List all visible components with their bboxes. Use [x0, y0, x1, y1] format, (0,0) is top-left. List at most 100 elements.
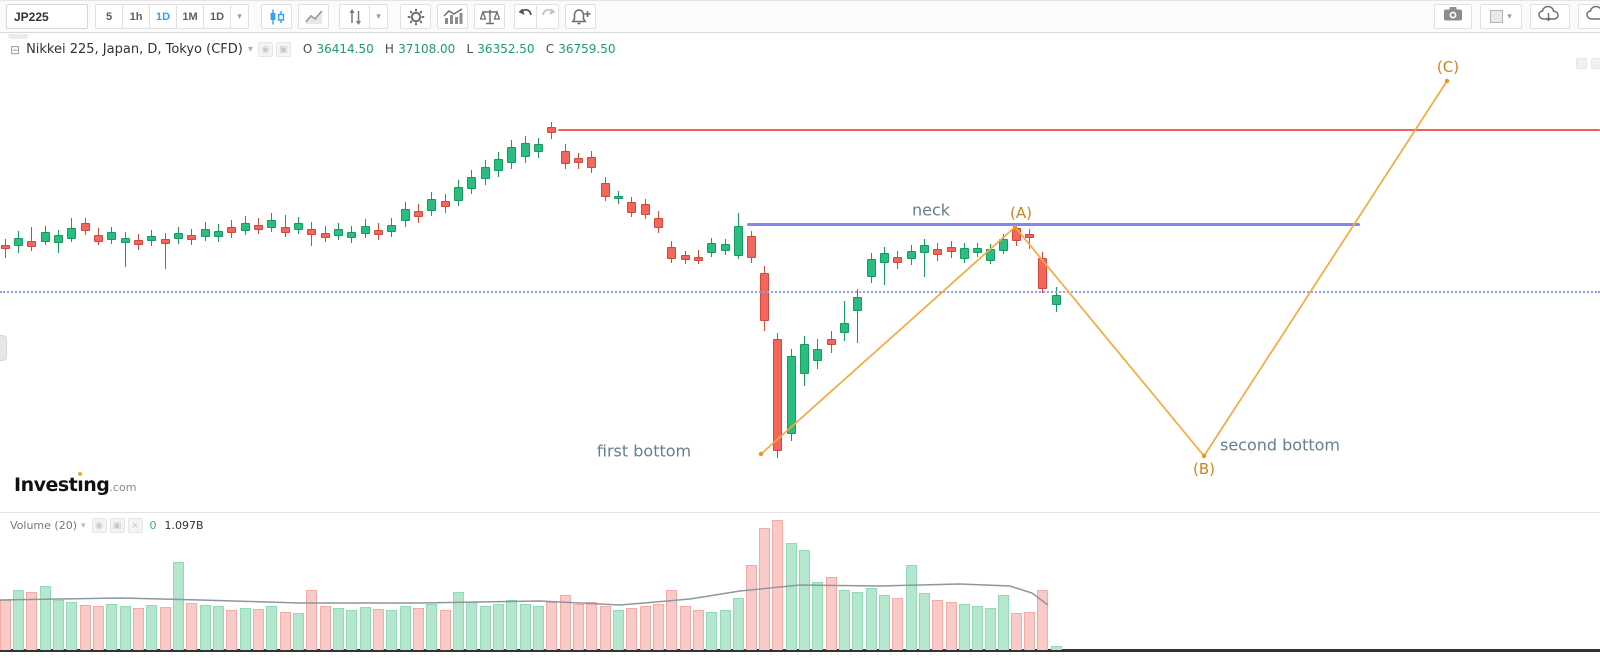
main-legend[interactable]: ⊟ Nikkei 225, Japan, D, Tokyo (CFD) ▾ ◉ …	[10, 42, 616, 57]
compare-button[interactable]	[474, 4, 505, 29]
annotation-c[interactable]: (C)	[1436, 58, 1460, 76]
close-label: C	[545, 42, 555, 56]
volume-bar	[265, 606, 277, 650]
screenshot-button[interactable]	[1434, 4, 1472, 29]
annotation-b[interactable]: (B)	[1193, 460, 1215, 478]
candle-body	[573, 158, 583, 163]
undo-button[interactable]	[514, 4, 537, 29]
interval-button-1h[interactable]: 1h	[122, 4, 150, 29]
candle-body	[640, 204, 650, 215]
candle-body	[0, 245, 10, 249]
interval-button-5m[interactable]: 5	[95, 4, 123, 29]
price-line-style-button[interactable]	[339, 4, 370, 29]
annotation-first-bottom[interactable]: first bottom	[596, 441, 692, 461]
volume-bar	[1050, 646, 1062, 650]
candle-body	[520, 143, 530, 157]
volume-bar	[745, 565, 757, 650]
candle-body	[120, 238, 130, 243]
redo-arrow-icon	[540, 7, 556, 26]
candle-body	[613, 196, 623, 199]
pane-close-icon[interactable]	[1591, 58, 1600, 69]
high-value: 37108.00	[398, 42, 456, 56]
indicators-button[interactable]	[437, 4, 468, 29]
symbol-search-input[interactable]: JP225	[6, 4, 88, 29]
logo-text: Investı ng	[14, 472, 110, 496]
volume-bar	[159, 607, 171, 650]
candle-body	[280, 227, 290, 233]
candle-body	[333, 229, 343, 236]
cloud-load-button[interactable]	[1578, 4, 1600, 29]
volume-bar	[692, 610, 704, 650]
interval-button-1d[interactable]: 1D	[149, 4, 177, 29]
layout-button[interactable]: ▾	[1480, 4, 1522, 29]
candle-body	[560, 151, 570, 164]
settings-button[interactable]	[400, 4, 431, 29]
volume-close-icon[interactable]: ×	[127, 518, 143, 533]
top-toolbar: JP225 5 1h 1D 1M 1D ▾	[0, 1, 1600, 33]
undo-arrow-icon	[518, 7, 534, 26]
candle-body	[53, 235, 63, 243]
volume-eye-icon[interactable]: ◉	[91, 518, 107, 533]
candle-body	[453, 187, 463, 201]
volume-bar	[399, 606, 411, 650]
candle-body	[693, 257, 703, 261]
volume-settings-icon[interactable]: ▣	[109, 518, 125, 533]
style-dropdown-caret[interactable]: ▾	[369, 4, 388, 29]
investing-logo: Investı ng.com	[14, 472, 137, 496]
candle-body	[586, 157, 596, 168]
line-chart-style-button[interactable]	[298, 4, 329, 29]
candle-body	[680, 255, 690, 260]
volume-bar	[345, 610, 357, 650]
candle-body	[653, 218, 663, 228]
pane-maximize-icon[interactable]	[1576, 58, 1587, 69]
chart-title[interactable]: Nikkei 225, Japan, D, Tokyo (CFD)	[26, 42, 243, 57]
candle-body	[400, 209, 410, 221]
legend-settings-icon[interactable]: ▣	[275, 42, 291, 57]
volume-bar	[639, 606, 651, 650]
candle-body	[493, 159, 503, 171]
annotation-a[interactable]: (A)	[1010, 204, 1032, 222]
indicators-icon	[442, 7, 463, 26]
candle-body	[93, 235, 103, 242]
volume-bar	[239, 608, 251, 650]
interval-dropdown-caret[interactable]: ▾	[230, 4, 249, 29]
logo-suffix: .com	[109, 481, 137, 494]
candle-body	[706, 243, 716, 253]
volume-bar	[532, 606, 544, 650]
redo-button[interactable]	[536, 4, 559, 29]
annotation-neck[interactable]: neck	[911, 200, 951, 220]
legend-collapse-icon[interactable]: ⊟	[10, 42, 21, 57]
candle-body	[466, 177, 476, 189]
annotation-second-bottom[interactable]: second bottom	[1219, 435, 1341, 455]
volume-bar	[292, 613, 304, 650]
volume-legend[interactable]: Volume (20) ▾ ◉ ▣ × 0 1.097B	[10, 518, 204, 533]
volume-caret-icon[interactable]: ▾	[81, 520, 86, 531]
legend-caret-icon[interactable]: ▾	[247, 44, 253, 55]
bell-plus-icon	[570, 8, 591, 26]
candle-body	[186, 235, 196, 240]
volume-bar	[372, 609, 384, 650]
volume-bar	[359, 607, 371, 650]
candlestick-style-button[interactable]	[261, 4, 292, 29]
volume-bar	[705, 612, 717, 650]
interval-button-custom[interactable]: 1D	[203, 4, 231, 29]
candle-body	[26, 241, 36, 247]
time-axis-collapsed-bar[interactable]	[0, 649, 1600, 652]
legend-eye-icon[interactable]: ◉	[257, 42, 273, 57]
volume-bar	[412, 608, 424, 650]
volume-bar	[132, 608, 144, 650]
volume-indicator-title[interactable]: Volume (20)	[10, 519, 77, 532]
gear-icon	[407, 8, 425, 26]
cloud-save-button[interactable]	[1530, 4, 1570, 29]
volume-bar	[319, 606, 331, 650]
candle-body	[200, 229, 210, 237]
alert-button[interactable]	[565, 4, 596, 29]
pane-separator[interactable]	[0, 512, 1600, 513]
pane-control-buttons	[1576, 58, 1600, 69]
volume-bar	[905, 565, 917, 650]
candle-body	[626, 202, 636, 213]
candle-wick	[124, 232, 126, 267]
interval-button-1m[interactable]: 1M	[176, 4, 204, 29]
candle-body	[733, 226, 743, 256]
drawing-panel-handle[interactable]	[0, 335, 7, 361]
